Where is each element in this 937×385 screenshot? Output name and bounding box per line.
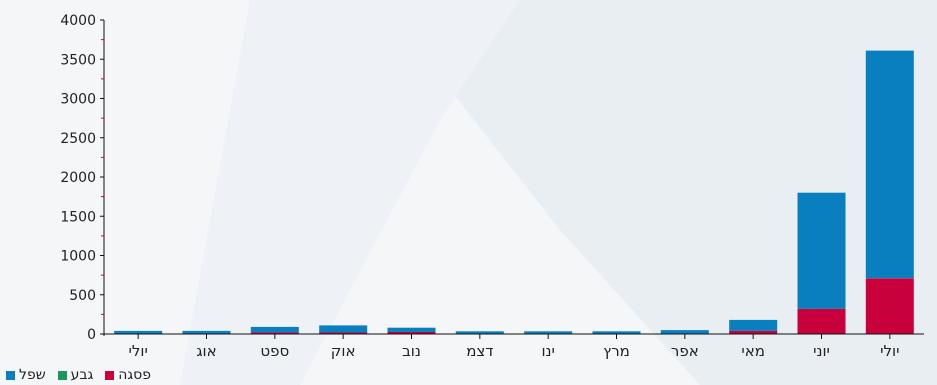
legend-swatch-low xyxy=(6,370,15,380)
y-tick-label: 500 xyxy=(69,288,96,304)
bar-segment-2[interactable] xyxy=(865,50,914,279)
bar-segment-2[interactable] xyxy=(114,330,163,334)
y-axis: 0 500 1000 1500 2000 2500 3000 3500 4000 xyxy=(60,13,105,343)
legend: פסגה גבע שפל xyxy=(6,366,151,384)
bar-segment-2[interactable] xyxy=(455,331,504,334)
bar-segment-2[interactable] xyxy=(729,319,778,331)
y-tick-label: 4000 xyxy=(60,13,96,29)
legend-swatch-summit xyxy=(105,370,115,380)
x-category-label: אפר xyxy=(671,342,699,360)
y-tick-label: 3000 xyxy=(60,92,96,108)
legend-item-low[interactable]: שפל xyxy=(6,367,46,383)
legend-label-summit: פסגה xyxy=(118,367,152,383)
bar-segment-2[interactable] xyxy=(660,330,709,334)
bar-segment-2[interactable] xyxy=(182,330,231,334)
bar-segment-0[interactable] xyxy=(865,278,914,334)
x-category-label: מאי xyxy=(741,342,765,360)
bar-segment-0[interactable] xyxy=(387,332,436,334)
y-tick-label: 2000 xyxy=(60,170,96,186)
x-category-label: אוק xyxy=(331,342,356,360)
x-category-label: ינו xyxy=(541,342,554,360)
x-axis: יולי אוג ספט אוק נוב דצמ ינו מרץ אפר מאי יוני יולי xyxy=(104,333,924,360)
y-tick-label: 2500 xyxy=(60,131,96,147)
x-category-label: יולי xyxy=(880,342,899,360)
y-tick-label: 3500 xyxy=(60,52,96,68)
bar-segment-2[interactable] xyxy=(797,192,846,309)
x-category-label: נוב xyxy=(402,342,421,360)
bar-segment-0[interactable] xyxy=(729,330,778,334)
bar-segment-2[interactable] xyxy=(592,331,641,334)
legend-item-crest[interactable]: גבע xyxy=(57,367,94,383)
x-category-label: יולי xyxy=(129,342,148,360)
bar-segment-2[interactable] xyxy=(524,331,573,334)
legend-label-low: שפל xyxy=(19,367,46,383)
legend-swatch-crest xyxy=(57,370,67,380)
bar-segment-2[interactable] xyxy=(250,326,299,333)
x-category-label: אוג xyxy=(196,342,216,360)
bar-segment-2[interactable] xyxy=(319,325,368,333)
bar-segment-0[interactable] xyxy=(250,332,299,334)
y-tick-label: 1500 xyxy=(60,209,96,225)
x-category-label: מרץ xyxy=(603,342,630,360)
legend-item-summit[interactable]: פסגה xyxy=(105,367,151,383)
x-category-label: ספט xyxy=(260,342,289,360)
bar-segment-0[interactable] xyxy=(319,332,368,334)
y-tick-label: 1000 xyxy=(60,249,96,265)
legend-label-crest: גבע xyxy=(70,367,94,383)
bars xyxy=(114,50,914,334)
x-category-label: דצמ xyxy=(466,342,493,360)
x-category-label: יוני xyxy=(813,342,830,360)
bar-segment-0[interactable] xyxy=(797,308,846,334)
bar-segment-2[interactable] xyxy=(387,327,436,332)
y-tick-label: 0 xyxy=(87,327,96,343)
